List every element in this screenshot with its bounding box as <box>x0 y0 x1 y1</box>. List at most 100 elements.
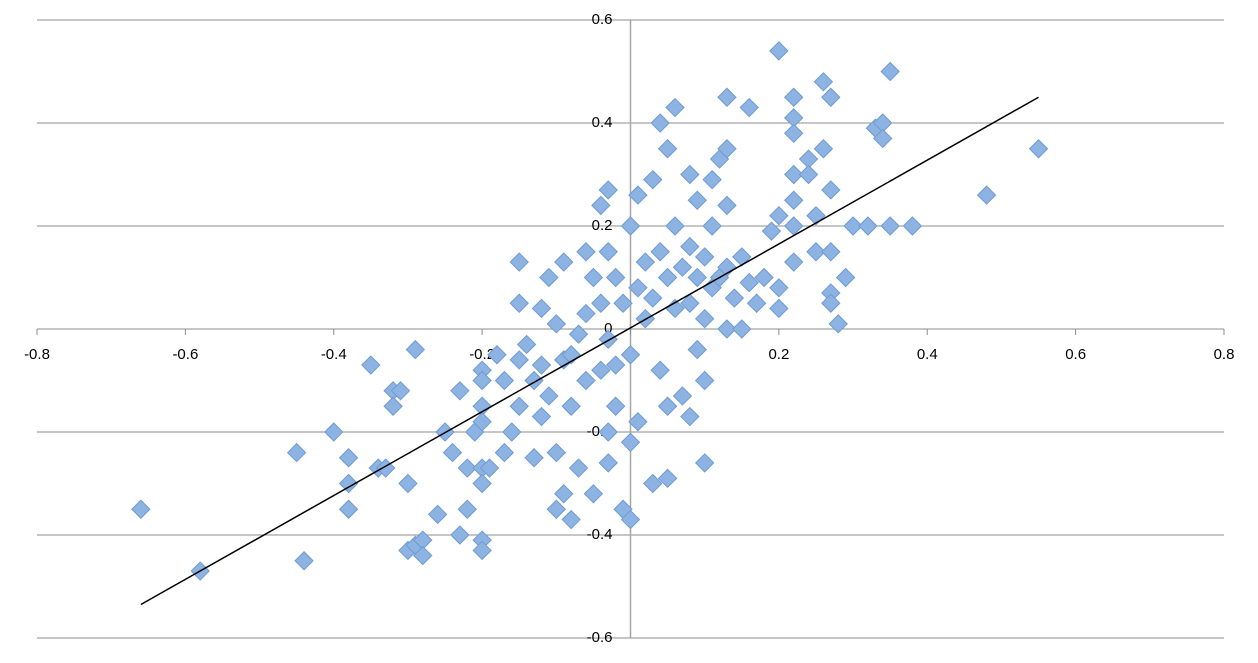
point <box>338 499 359 519</box>
point <box>576 370 596 391</box>
point <box>561 509 581 530</box>
point <box>754 267 774 288</box>
point <box>338 448 359 468</box>
point <box>472 473 492 494</box>
point <box>784 190 804 210</box>
point <box>628 185 648 205</box>
point <box>620 509 641 530</box>
y-tick-label: 0.6 <box>592 11 613 28</box>
point <box>539 267 559 288</box>
point <box>680 164 700 185</box>
point <box>598 329 618 350</box>
y-tick-label: 0 <box>604 320 612 337</box>
point <box>769 298 789 319</box>
point <box>546 442 567 463</box>
point <box>821 180 841 200</box>
point <box>338 473 359 494</box>
point <box>413 545 433 566</box>
point <box>739 272 759 293</box>
x-tick-label: -0.4 <box>321 346 347 363</box>
point <box>835 267 856 288</box>
point <box>1028 139 1049 159</box>
point <box>806 242 826 262</box>
point <box>598 242 618 262</box>
point <box>427 504 448 525</box>
point <box>680 293 700 313</box>
y-tick-label: 0.4 <box>592 114 613 131</box>
point <box>687 190 707 210</box>
point <box>576 242 596 262</box>
point <box>620 432 641 453</box>
point <box>605 355 626 375</box>
point <box>717 139 737 159</box>
point <box>821 293 841 313</box>
point <box>554 252 574 272</box>
point <box>976 185 997 205</box>
point <box>739 97 759 118</box>
point <box>813 72 834 92</box>
x-tick-label: 0.2 <box>768 346 789 363</box>
x-tick-label: -0.8 <box>24 346 50 363</box>
point <box>509 293 529 313</box>
y-tick-label: 0.2 <box>592 217 613 234</box>
point <box>591 195 611 216</box>
point <box>880 216 900 236</box>
point <box>554 484 574 504</box>
point <box>828 314 848 334</box>
point <box>665 97 685 118</box>
point <box>806 205 826 226</box>
point <box>672 386 693 406</box>
point <box>628 411 648 432</box>
point <box>598 453 618 473</box>
point <box>479 458 500 478</box>
point <box>717 87 737 107</box>
x-tick-label: -0.6 <box>172 346 198 363</box>
point <box>657 396 678 416</box>
point <box>286 442 307 463</box>
point <box>472 370 492 391</box>
point <box>761 221 782 241</box>
point <box>390 381 411 401</box>
point <box>472 411 492 432</box>
point <box>717 319 737 339</box>
point <box>769 278 789 298</box>
point <box>494 442 515 463</box>
point <box>457 458 477 478</box>
point <box>873 128 893 149</box>
point <box>643 169 663 190</box>
point <box>657 139 678 159</box>
point <box>502 422 522 442</box>
point <box>657 267 678 288</box>
point <box>442 442 463 463</box>
point <box>524 370 544 391</box>
point <box>694 370 715 391</box>
point <box>843 216 863 236</box>
point <box>546 314 567 334</box>
point <box>509 350 529 370</box>
point <box>798 164 819 185</box>
point <box>628 278 648 298</box>
point <box>769 41 789 61</box>
point <box>672 257 693 277</box>
point <box>694 247 715 267</box>
point <box>450 525 470 545</box>
point <box>732 247 752 267</box>
point <box>902 216 923 236</box>
point <box>531 406 552 427</box>
point <box>383 396 403 416</box>
point <box>680 236 700 257</box>
point <box>605 396 626 416</box>
x-tick-label: 0.8 <box>1214 346 1235 363</box>
point <box>539 386 559 406</box>
point <box>702 216 722 236</box>
point <box>717 257 737 277</box>
point <box>591 293 611 313</box>
point <box>294 551 314 571</box>
point <box>784 164 804 185</box>
point <box>620 216 641 236</box>
point <box>516 334 537 355</box>
y-tick-label: -0.4 <box>587 526 613 543</box>
point <box>650 242 670 262</box>
point <box>613 293 633 313</box>
point <box>576 303 596 324</box>
